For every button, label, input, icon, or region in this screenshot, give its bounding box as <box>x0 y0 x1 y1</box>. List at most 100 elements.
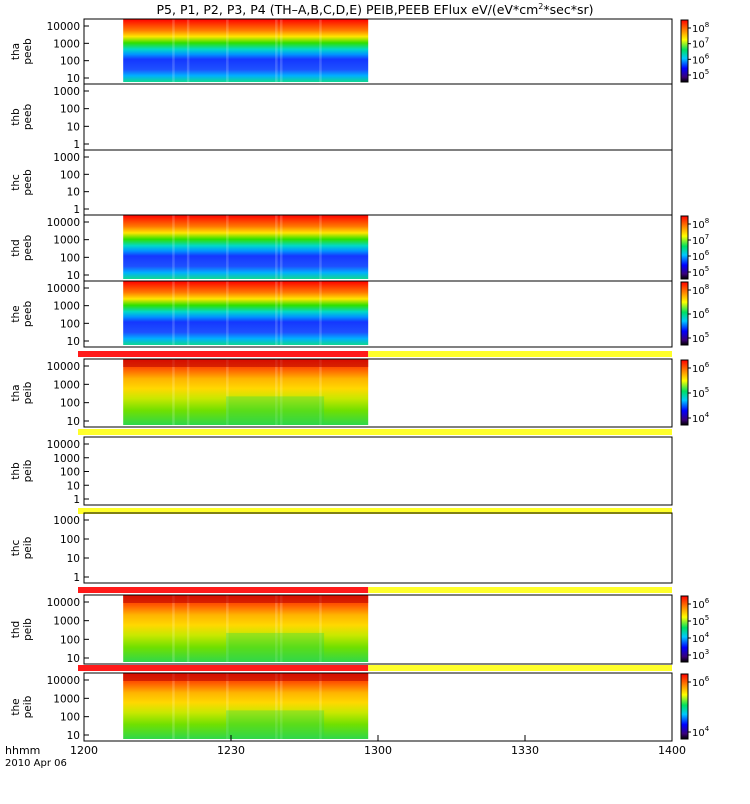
colorbar-label-exp: 5 <box>705 68 709 76</box>
y-tick-label: 100 <box>60 534 80 546</box>
colorbar-label-exp: 7 <box>705 37 709 45</box>
y-tick-label: 1000 <box>53 235 80 247</box>
x-tick-label: 1400 <box>658 744 686 757</box>
colorbar-label-exp: 6 <box>705 361 710 369</box>
colorbar-label-exp: 5 <box>705 614 709 622</box>
panel-thc-peeb: 1000 100 10 1 thcpeeb <box>10 149 673 216</box>
y-tick-label: 1 <box>73 139 80 151</box>
colorbar-label: 108 <box>692 217 709 231</box>
panel-thb-peeb: 1000 100 10 1 thbpeeb <box>10 83 673 151</box>
figure-title: P5, P1, P2, P3, P4 (TH–A,B,C,D,E) PEIB,P… <box>157 2 594 17</box>
y-label-product: peib <box>22 618 34 641</box>
y-label-probe: thc <box>10 174 22 191</box>
spectrogram-stripe-1 <box>186 19 190 82</box>
y-label-product: peeb <box>22 235 34 262</box>
y-tick-label: 10 <box>67 553 80 565</box>
colorbar-label: 105 <box>692 331 709 345</box>
colorbar-label-exp: 4 <box>705 725 710 733</box>
colorbar-label: 104 <box>692 411 710 425</box>
spectrogram-stripe-1 <box>186 595 190 662</box>
colorbar-label-exp: 6 <box>705 52 710 60</box>
y-label-probe: thd <box>10 621 22 638</box>
spectrogram-stripe-5 <box>319 359 322 425</box>
y-tick-label: 1000 <box>53 86 80 98</box>
panel-frame <box>83 149 673 216</box>
y-tick-label: 100 <box>60 634 80 646</box>
colorbar-label: 106 <box>692 307 710 321</box>
y-tick-label: 100 <box>60 467 80 479</box>
y-tick-label: 10 <box>67 480 80 492</box>
colorbar-label-exp: 5 <box>705 265 709 273</box>
y-tick-label: 1000 <box>53 515 80 527</box>
y-label-product: peib <box>22 459 34 482</box>
colorbar-label-base: 10 <box>692 236 705 247</box>
colorbar-label-base: 10 <box>692 414 705 425</box>
colorbar-label-base: 10 <box>692 334 705 345</box>
panel-frame <box>83 436 673 506</box>
status-bar-yellow <box>368 587 672 593</box>
y-tick-label: 1000 <box>53 453 80 465</box>
y-axis-label: thapeib <box>10 381 34 404</box>
y-tick-label: 1 <box>73 572 80 584</box>
x-tick-label: 1200 <box>70 744 98 757</box>
y-axis-label: thcpeib <box>10 536 34 559</box>
spectrogram-stripe-2 <box>226 281 229 345</box>
colorbar-label-base: 10 <box>692 678 705 689</box>
spectrogram-stripe-0 <box>172 673 175 739</box>
panels: 10000100010010thapeeb1081071061051000100… <box>10 18 710 742</box>
time-axis-label: hhmm <box>5 744 40 757</box>
y-tick-label: 1000 <box>53 693 80 705</box>
spectrogram-stripe-2 <box>226 595 229 662</box>
colorbar-label: 103 <box>692 648 709 662</box>
y-axis-label: thapeeb <box>10 38 34 65</box>
y-tick-label: 10 <box>67 653 80 665</box>
spectrogram-stripe-2 <box>226 673 229 739</box>
status-bar-red <box>78 587 369 593</box>
date-label: 2010 Apr 06 <box>5 758 67 769</box>
y-label-product: peeb <box>22 38 34 65</box>
colorbar-label-base: 10 <box>692 220 705 231</box>
colorbar-label-exp: 8 <box>705 21 709 29</box>
y-axis-label: thdpeib <box>10 618 34 641</box>
colorbar-label: 104 <box>692 725 710 739</box>
spectrogram-stripe-4 <box>280 19 283 82</box>
colorbar-label-exp: 8 <box>705 283 709 291</box>
spectrogram-stripe-5 <box>319 215 322 279</box>
y-tick-label: 1000 <box>53 152 80 164</box>
y-tick-label: 10 <box>67 73 80 85</box>
colorbar-label-exp: 6 <box>705 249 710 257</box>
spectrogram-fill <box>123 673 369 739</box>
colorbar <box>680 673 689 740</box>
colorbar-label: 107 <box>692 233 709 247</box>
panel-frame <box>83 358 673 428</box>
spectrogram-stripe-0 <box>172 19 175 82</box>
status-bar-yellow <box>368 351 672 357</box>
panel-frame <box>83 83 673 151</box>
y-tick-label: 10 <box>67 270 80 282</box>
y-tick-label: 1 <box>73 494 80 506</box>
y-tick-label: 10000 <box>47 597 80 609</box>
panel-frame <box>83 594 673 665</box>
y-tick-label: 100 <box>60 169 80 181</box>
y-tick-label: 1000 <box>53 379 80 391</box>
colorbar-label: 106 <box>692 52 710 66</box>
colorbar-label-exp: 6 <box>705 307 710 315</box>
x-tick-label: 1230 <box>217 744 245 757</box>
y-tick-label: 10000 <box>47 21 80 33</box>
spectrogram-top-band <box>123 595 369 603</box>
spectrogram-low-band <box>226 632 325 662</box>
spectrogram-fill <box>123 19 369 82</box>
y-tick-label: 100 <box>60 252 80 264</box>
spectrogram-stripe-3 <box>275 281 278 345</box>
spectrogram-stripe-3 <box>275 215 278 279</box>
spectrogram-stripe-1 <box>186 359 190 425</box>
status-bar-red <box>78 351 369 357</box>
y-label-probe: the <box>10 305 22 322</box>
y-label-product: peeb <box>22 104 34 131</box>
colorbar-label-base: 10 <box>692 634 705 645</box>
